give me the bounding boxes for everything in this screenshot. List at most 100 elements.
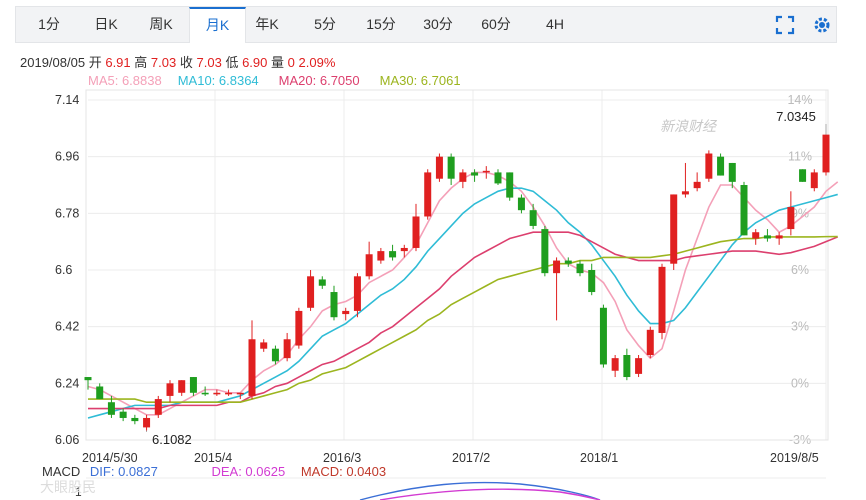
candle-body [189, 377, 197, 393]
candle-body [389, 251, 397, 258]
y2-axis-tick-label: 11% [788, 150, 812, 164]
candle-body [447, 156, 455, 179]
candle-body [482, 170, 490, 173]
watermark-bottom-text: 大眼股民 [40, 479, 96, 495]
candle-body [154, 399, 162, 415]
max-price-label: 7.0345 [776, 109, 816, 124]
candle-body [107, 402, 115, 415]
candle-body [330, 292, 338, 318]
candle-body [342, 310, 350, 315]
tab-日K[interactable]: 日K [94, 16, 118, 32]
settings-gear-icon[interactable] [811, 14, 833, 36]
candle-body [412, 216, 420, 248]
candle-body [506, 172, 514, 198]
ma-legend-item: MA10: 6.8364 [177, 73, 259, 88]
y-axis-tick-label: 6.6 [55, 263, 72, 277]
candle-body [541, 229, 549, 274]
candle-body [424, 172, 432, 217]
x-axis-tick-label: 2019/8/5 [770, 451, 819, 465]
ma-line-ma30 [88, 235, 838, 404]
close-label: 收 [179, 55, 193, 70]
close-value: 7.03 [196, 55, 222, 70]
candle-body [517, 197, 525, 211]
volume-value: 0 [287, 55, 295, 70]
candle-body [471, 172, 479, 176]
tab-30分[interactable]: 30分 [423, 16, 453, 32]
dea-line [379, 488, 601, 500]
volume-label: 量 [271, 55, 285, 70]
candle-body [377, 251, 385, 261]
candle-body [775, 235, 783, 239]
fullscreen-icon[interactable] [774, 14, 796, 36]
candle-body [96, 386, 104, 400]
candle-body [752, 232, 760, 239]
x-axis-tick-label: 2015/4 [194, 451, 232, 465]
x-axis-tick-label: 2017/2 [452, 451, 490, 465]
candle-body [131, 417, 139, 422]
candle-body [564, 260, 572, 264]
candle-body [365, 254, 373, 277]
dif-label: DIF: 0.0827 [89, 464, 158, 479]
y2-axis-tick-label: 14% [787, 93, 812, 107]
x-axis-tick-label: 2016/3 [323, 451, 361, 465]
candle-body [799, 169, 807, 182]
y-axis-tick-label: 6.06 [55, 433, 79, 447]
ma-legend: MA5: 6.8838 MA10: 6.8364 MA20: 6.7050 MA30:… [88, 73, 475, 88]
period-tab-bar: 1分 日K 周K 月K 年K 5分 15分 30分 60分 4H [15, 6, 837, 43]
candle-body [810, 172, 818, 189]
candle-body [635, 358, 643, 374]
y2-axis-tick-label: 0% [791, 376, 809, 390]
candle-body [236, 392, 244, 395]
y2-axis-tick-label: 9% [791, 206, 809, 220]
info-date: 2019/08/05 [20, 55, 86, 70]
candle-body [717, 156, 725, 176]
ma-legend-item: MA5: 6.8838 [88, 73, 162, 88]
tab-5分[interactable]: 5分 [314, 16, 336, 32]
candle-body [787, 207, 795, 230]
ma-legend-item: MA30: 6.7061 [379, 73, 461, 88]
candle-body [400, 247, 408, 252]
ma-line-ma5 [87, 171, 839, 416]
candle-body [271, 348, 279, 362]
candle-body [693, 181, 701, 189]
tab-月K[interactable]: 月K [189, 7, 246, 43]
macd-legend: MACD DIF: 0.0827 DEA: 0.0625 MACD: 0.040… [42, 464, 386, 479]
macd-axis-tick-label: 1 [75, 485, 82, 499]
candle-body [611, 358, 619, 371]
low-value: 6.90 [242, 55, 268, 70]
candle-body [459, 172, 467, 182]
candle-body [353, 276, 361, 311]
tab-4H[interactable]: 4H [546, 16, 564, 32]
ma-line-ma20 [88, 231, 839, 410]
candle-body [225, 392, 233, 395]
candle-body [623, 355, 631, 378]
candle-body [658, 266, 666, 333]
tab-1分[interactable]: 1分 [38, 16, 60, 32]
macd-value-label: MACD: 0.0403 [300, 464, 387, 479]
candle-body [283, 339, 291, 359]
y-axis-tick-label: 6.78 [55, 206, 79, 220]
y-axis-tick-label: 6.42 [55, 320, 79, 334]
high-value: 7.03 [150, 55, 177, 70]
candle-body [494, 172, 502, 184]
candle-body [599, 307, 607, 365]
candle-body [588, 270, 596, 293]
candle-body [822, 134, 830, 173]
watermark-text: 新浪财经 [660, 118, 718, 134]
tab-年K[interactable]: 年K [255, 16, 279, 32]
candle-body [248, 339, 256, 396]
candle-body [435, 156, 443, 179]
candle-body [166, 383, 174, 396]
y2-axis-tick-label: 3% [791, 320, 809, 334]
candle-body [295, 310, 303, 346]
candle-body [576, 263, 584, 274]
candle-body [143, 417, 151, 428]
change-value: 2.09% [298, 55, 336, 70]
y-axis-tick-label: 7.14 [55, 93, 79, 107]
tab-60分[interactable]: 60分 [481, 16, 511, 32]
candle-body [553, 260, 561, 274]
tab-15分[interactable]: 15分 [366, 16, 396, 32]
candle-body [307, 276, 315, 308]
tab-周K[interactable]: 周K [149, 16, 173, 32]
